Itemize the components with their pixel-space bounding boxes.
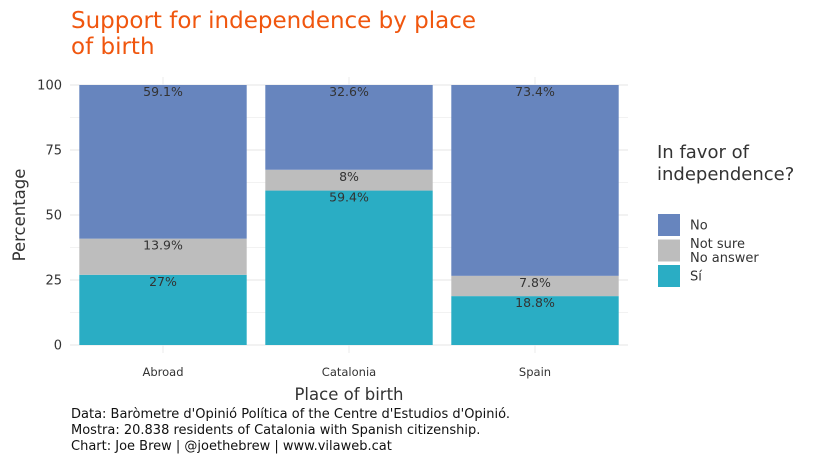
y-tick-label: 0: [54, 339, 62, 354]
y-tick-label: 25: [45, 274, 62, 289]
legend-label: Sí: [690, 270, 702, 285]
bar-segment: [265, 85, 433, 170]
data-label: 73.4%: [515, 84, 555, 99]
legend-key: [658, 214, 680, 236]
bar-segment: [451, 275, 619, 297]
data-label: 32.6%: [329, 84, 369, 99]
bar-segment: [265, 169, 433, 191]
data-label: 18.8%: [515, 295, 555, 310]
data-label: 59.1%: [143, 84, 183, 99]
x-tick-label: Catalonia: [322, 365, 376, 379]
legend-key: [658, 265, 680, 287]
bar-segment: [79, 274, 247, 345]
data-label: 8%: [339, 169, 359, 184]
bar-segment: [79, 238, 247, 275]
legend-label: No: [690, 219, 708, 234]
x-axis-title: Place of birth: [294, 385, 403, 404]
data-label: 7.8%: [519, 275, 551, 290]
bar-segment: [265, 190, 433, 345]
x-tick-label: Spain: [519, 365, 551, 379]
bar-segment: [451, 85, 619, 276]
y-tick-label: 100: [37, 79, 62, 94]
caption: Data: Baròmetre d'Opinió Política of the…: [71, 407, 510, 455]
legend-label: Not sure: [690, 237, 745, 252]
data-label: 59.4%: [329, 190, 369, 205]
caption-line-sample: Mostra: 20.838 residents of Catalonia wi…: [71, 423, 481, 438]
legend-label: No answer: [690, 251, 759, 266]
data-label: 13.9%: [143, 238, 183, 253]
caption-line-source: Data: Baròmetre d'Opinió Política of the…: [71, 407, 510, 422]
legend-key: [658, 239, 680, 262]
y-tick-label: 50: [45, 209, 62, 224]
x-tick-label: Abroad: [142, 365, 183, 379]
y-tick-label: 75: [45, 144, 62, 159]
caption-line-credit: Chart: Joe Brew | @joethebrew | www.vila…: [71, 439, 392, 454]
chart-title: Support for independence by place of bir…: [71, 8, 477, 60]
data-label: 27%: [149, 274, 177, 289]
y-axis-title: Percentage: [10, 169, 29, 262]
bar-segment: [79, 85, 247, 239]
bar-segment: [451, 296, 619, 345]
legend-title: In favor of independence?: [657, 142, 795, 185]
